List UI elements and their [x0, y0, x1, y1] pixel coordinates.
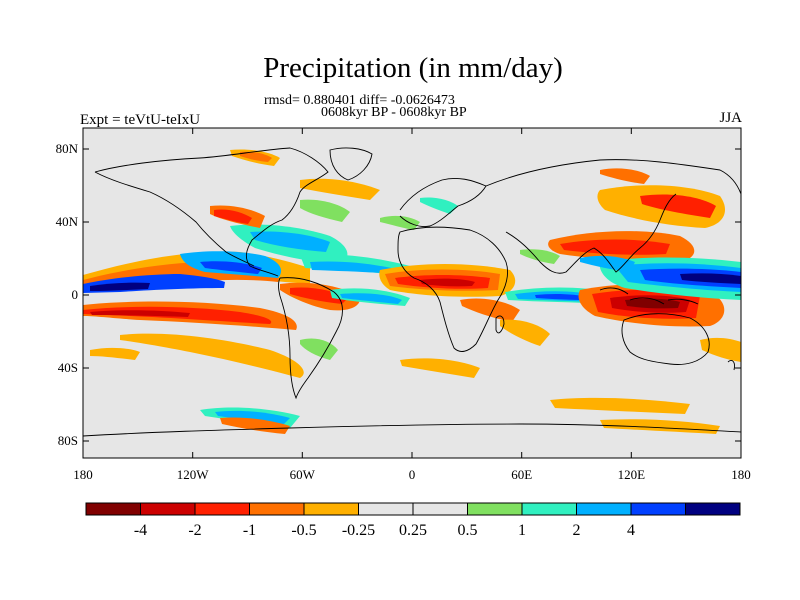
colorbar-label: -0.25: [342, 522, 375, 539]
colorbar-labels: -4 -2 -1 -0.5 -0.25 0.25 0.5 1 2 4: [134, 522, 635, 539]
y-tick-label: 0: [72, 287, 79, 302]
colorbar-label: 2: [573, 522, 581, 539]
colorbar-box: [412, 502, 468, 516]
colorbar-box: [358, 502, 414, 516]
colorbar-label: -1: [243, 522, 256, 539]
colorbar-box: [467, 502, 523, 516]
map-title: Precipitation (in mm/day): [263, 52, 563, 84]
x-tick-label: 0: [409, 467, 416, 482]
y-tick-label: 80N: [56, 141, 79, 156]
colorbar-box: [303, 502, 359, 516]
colorbar-box: [576, 502, 632, 516]
y-tick-label: 80S: [58, 433, 78, 448]
colorbar-label: 0.5: [458, 522, 478, 539]
x-tick-label: 120W: [177, 467, 210, 482]
colorbar-box: [249, 502, 305, 516]
x-tick-label: 180: [731, 467, 751, 482]
axis-ticks: [82, 128, 742, 458]
colorbar-box: [521, 502, 577, 516]
season-label: JJA: [719, 110, 742, 126]
period-label: 0608kyr BP - 0608kyr BP: [321, 105, 467, 120]
colorbar-boxes: [85, 502, 741, 516]
coastlines: [82, 147, 742, 437]
colorbar-label: -2: [188, 522, 201, 539]
x-tick-label: 60W: [290, 467, 316, 482]
colorbar-box: [194, 502, 250, 516]
x-tick-label: 180: [73, 467, 93, 482]
colorbar-label: 0.25: [399, 522, 427, 539]
precipitation-field: [83, 149, 741, 434]
colorbar-box: [140, 502, 196, 516]
y-tick-label: 40N: [56, 214, 79, 229]
colorbar-box: [685, 502, 741, 516]
colorbar-label: 4: [627, 522, 635, 539]
colorbar-box: [630, 502, 686, 516]
y-tick-label: 40S: [58, 360, 78, 375]
colorbar-label: -0.5: [291, 522, 316, 539]
x-tick-label: 120E: [618, 467, 646, 482]
colorbar-box: [85, 502, 141, 516]
rmsd-diff-stats: rmsd= 0.880401 diff= -0.0626473: [264, 93, 455, 108]
colorbar-label: 1: [518, 522, 526, 539]
experiment-label: Expt = teVtU-teIxU: [80, 112, 201, 128]
x-tick-label: 60E: [511, 467, 532, 482]
colorbar-label: -4: [134, 522, 147, 539]
